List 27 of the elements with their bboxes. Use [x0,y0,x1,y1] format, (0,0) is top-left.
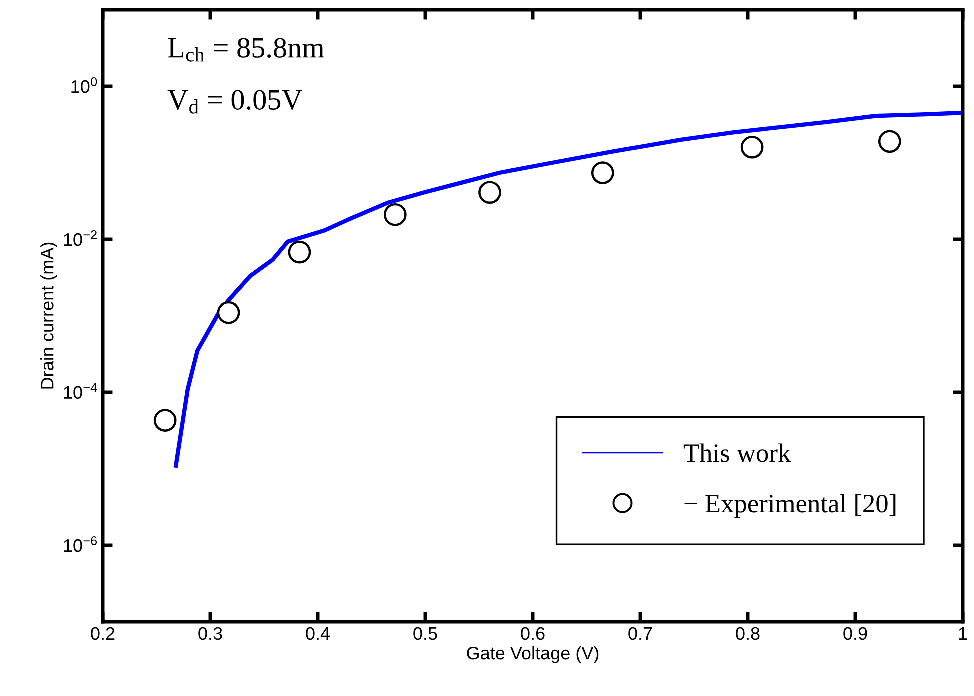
legend-label: This work [684,444,792,462]
y-tick-label: 10$^{−4}$ [64,384,98,400]
point [154,409,177,432]
point [217,301,240,324]
x-tick-label: 0.8 [736,627,760,640]
point [478,181,502,204]
x-tick-label: 0.7 [628,627,652,640]
legend-label: − Experimental [20] [684,494,896,518]
x-tick-label: 0.3 [198,627,222,640]
y-axis-title: Drain current (mA) [40,242,58,389]
point [288,240,312,264]
y-tick-label: 10$^{−2}$ [64,230,97,246]
point [878,130,902,154]
y-tick-label: 10$^{0}$ [72,78,98,94]
x-tick-label: 0.5 [414,627,438,640]
x-axis-title: Gate Voltage (V) [467,646,599,664]
point [740,136,764,159]
annotation: V$_{d}$ = 0.05V [168,90,302,114]
x-tick-label: 0.9 [844,627,868,640]
x-tick-label: 0.2 [91,627,115,640]
point [591,162,614,184]
annotation: L$_{ch}$ = 85.8nm [168,38,324,62]
point [384,203,407,226]
x-tick-label: 0.4 [306,627,330,640]
x-tick-label: 0.6 [521,627,545,640]
x-tick-label: 1 [959,628,968,640]
y-tick-label: 10$^{−6}$ [64,536,98,552]
